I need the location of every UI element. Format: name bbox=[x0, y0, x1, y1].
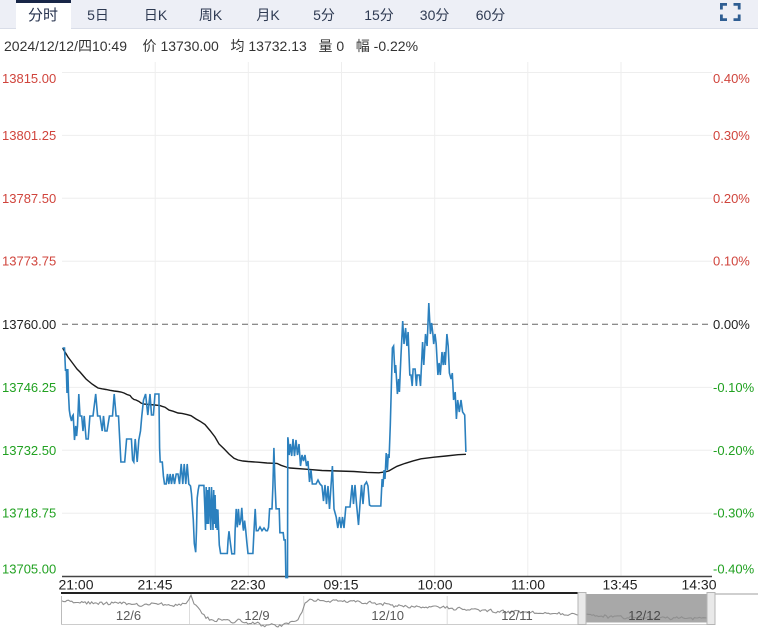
svg-text:12/11: 12/11 bbox=[501, 608, 533, 623]
svg-text:13746.25: 13746.25 bbox=[2, 380, 56, 395]
svg-text:-0.40%: -0.40% bbox=[713, 562, 755, 577]
svg-text:12/9: 12/9 bbox=[244, 608, 269, 623]
svg-text:22:30: 22:30 bbox=[230, 577, 265, 593]
svg-text:13760.00: 13760.00 bbox=[2, 317, 56, 332]
svg-text:21:00: 21:00 bbox=[58, 577, 93, 593]
svg-text:12/6: 12/6 bbox=[116, 608, 141, 623]
svg-text:12/12: 12/12 bbox=[628, 608, 661, 623]
svg-text:-0.20%: -0.20% bbox=[713, 443, 755, 458]
svg-text:13773.75: 13773.75 bbox=[2, 254, 56, 269]
svg-text:0.20%: 0.20% bbox=[713, 191, 750, 206]
svg-text:13718.75: 13718.75 bbox=[2, 506, 56, 521]
svg-text:10:00: 10:00 bbox=[417, 577, 452, 593]
svg-text:0.00%: 0.00% bbox=[713, 317, 750, 332]
svg-text:-0.10%: -0.10% bbox=[713, 380, 755, 395]
svg-text:12/10: 12/10 bbox=[371, 608, 404, 623]
svg-text:11:00: 11:00 bbox=[511, 577, 545, 593]
svg-text:0.10%: 0.10% bbox=[713, 254, 750, 269]
svg-text:09:15: 09:15 bbox=[323, 577, 358, 593]
svg-text:13705.00: 13705.00 bbox=[2, 562, 56, 577]
svg-text:13787.50: 13787.50 bbox=[2, 191, 56, 206]
svg-text:13801.25: 13801.25 bbox=[2, 128, 56, 143]
svg-text:0.40%: 0.40% bbox=[713, 71, 750, 86]
svg-text:13732.50: 13732.50 bbox=[2, 443, 56, 458]
svg-text:13:45: 13:45 bbox=[602, 577, 637, 593]
svg-text:13815.00: 13815.00 bbox=[2, 71, 56, 86]
svg-text:14:30: 14:30 bbox=[681, 577, 716, 593]
svg-text:0.30%: 0.30% bbox=[713, 128, 750, 143]
svg-text:21:45: 21:45 bbox=[137, 577, 172, 593]
svg-text:-0.30%: -0.30% bbox=[713, 506, 755, 521]
